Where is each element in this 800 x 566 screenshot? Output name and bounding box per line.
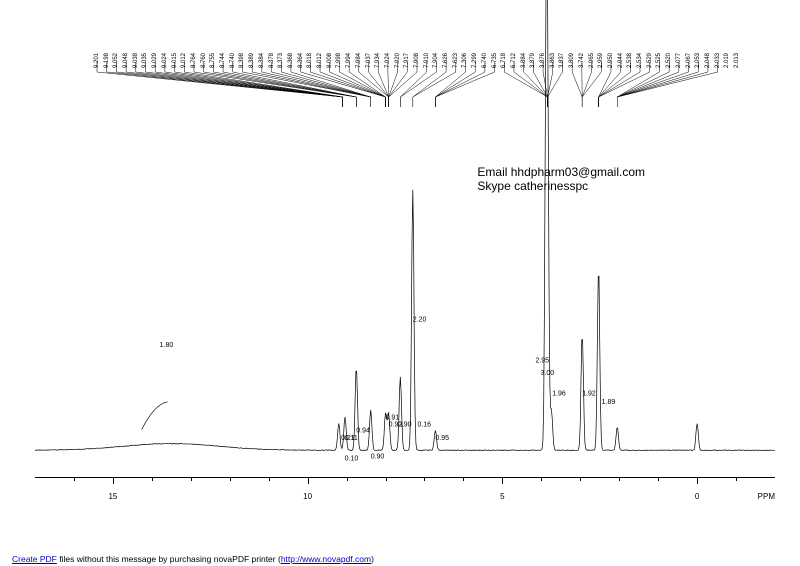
footer-end: ) xyxy=(371,554,374,564)
novapdf-link[interactable]: http://www.novapdf.com xyxy=(281,554,371,564)
integration-label: 3.00 xyxy=(541,369,555,377)
integration-label: 2.95 xyxy=(535,357,549,365)
create-pdf-link[interactable]: Create PDF xyxy=(12,554,57,564)
integration-label: 1.89 xyxy=(602,398,616,406)
axis-minor-tick xyxy=(230,478,231,481)
email-label: Email xyxy=(477,165,507,179)
email-line: Email hhdpharm03@gmail.com xyxy=(477,165,645,179)
skype-value: catherinesspc xyxy=(514,179,588,193)
integration-label: 0.90 xyxy=(398,420,412,428)
integration-label: 1.92 xyxy=(582,390,596,398)
axis-tick-label: 5 xyxy=(500,492,504,501)
email-value: hhdpharm03@gmail.com xyxy=(511,165,645,179)
footer-mid: files without this message by purchasing… xyxy=(57,554,281,564)
axis-tick-label: 0 xyxy=(695,492,699,501)
axis-minor-tick xyxy=(191,478,192,481)
axis-tick xyxy=(697,478,698,484)
axis-tick xyxy=(113,478,114,484)
skype-line: Skype catherinesspc xyxy=(477,179,645,193)
axis-minor-tick xyxy=(152,478,153,481)
x-axis-line xyxy=(35,477,775,478)
axis-minor-tick xyxy=(541,478,542,481)
spectrum-region: 1.800.210.110.100.940.900.910.920.902.20… xyxy=(35,105,775,476)
axis-minor-tick xyxy=(580,478,581,481)
overlay-contact: Email hhdpharm03@gmail.com Skype catheri… xyxy=(477,165,645,193)
axis-minor-tick xyxy=(619,478,620,481)
leader-svg xyxy=(35,62,775,107)
integration-label: 2.20 xyxy=(413,315,427,323)
integration-label: 0.11 xyxy=(345,434,358,442)
spectrum-svg: 1.800.210.110.100.940.900.910.920.902.20… xyxy=(35,105,775,476)
integration-label: 0.16 xyxy=(417,420,431,428)
integration-label: 0.90 xyxy=(371,452,385,460)
integration-label: 0.10 xyxy=(345,454,359,462)
integration-label: 0.94 xyxy=(356,427,370,435)
integration-label: 1.96 xyxy=(552,390,566,398)
axis-tick xyxy=(502,478,503,484)
axis-tick-label: 15 xyxy=(108,492,117,501)
axis-minor-tick xyxy=(269,478,270,481)
axis-minor-tick xyxy=(736,478,737,481)
integration-label: 1.80 xyxy=(160,341,174,349)
axis-minor-tick xyxy=(658,478,659,481)
nmr-chart: 9.2019.1989.0529.0489.0389.0359.0299.024… xyxy=(35,10,775,516)
axis-unit-label: PPM xyxy=(758,492,775,501)
axis-minor-tick xyxy=(463,478,464,481)
axis-minor-tick xyxy=(347,478,348,481)
pdf-footer: Create PDF files without this message by… xyxy=(12,554,374,564)
integration-label: 0.95 xyxy=(435,434,449,442)
skype-label: Skype xyxy=(477,179,510,193)
axis-minor-tick xyxy=(74,478,75,481)
peak-leader-lines xyxy=(35,62,775,107)
axis-minor-tick xyxy=(424,478,425,481)
axis-minor-tick xyxy=(386,478,387,481)
axis-tick-label: 10 xyxy=(303,492,312,501)
axis-tick xyxy=(308,478,309,484)
